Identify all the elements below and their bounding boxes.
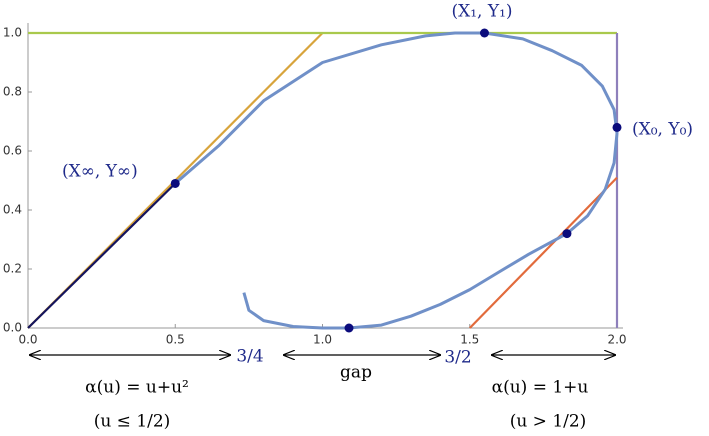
annotation: (X∞, Y∞) <box>62 162 138 182</box>
y-tick-label: 0.0 <box>3 321 22 335</box>
point <box>170 178 180 188</box>
point <box>344 323 354 333</box>
point <box>562 229 572 239</box>
annotation: (X₀, Y₀) <box>632 120 693 140</box>
y-tick-label: 1.0 <box>3 26 22 40</box>
curve <box>469 176 618 329</box>
annotation: (u > 1/2) <box>510 412 587 432</box>
annotation: 3/4 <box>236 347 263 367</box>
x-tick-label: 1.0 <box>313 333 332 347</box>
annotation: (X₁, Y₁) <box>451 2 512 22</box>
x-tick-label: 0.5 <box>166 333 185 347</box>
y-tick-label: 0.8 <box>3 85 22 99</box>
y-tick-label: 0.6 <box>3 144 22 158</box>
y-tick-label: 0.2 <box>3 262 22 276</box>
curve <box>27 182 177 329</box>
annotation: gap <box>340 363 372 383</box>
annotation: α(u) = u+u² <box>85 378 189 398</box>
x-tick-label: 2.0 <box>607 333 626 347</box>
x-tick-label: 1.5 <box>460 333 479 347</box>
annotation: (u ≤ 1/2) <box>94 412 171 432</box>
annotation: 3/2 <box>444 348 471 368</box>
point <box>479 28 489 38</box>
annotation: α(u) = 1+u <box>492 378 589 398</box>
y-tick-label: 0.4 <box>3 203 22 217</box>
curve <box>174 31 619 330</box>
point <box>612 122 622 132</box>
x-tick-label: 0.0 <box>18 333 37 347</box>
